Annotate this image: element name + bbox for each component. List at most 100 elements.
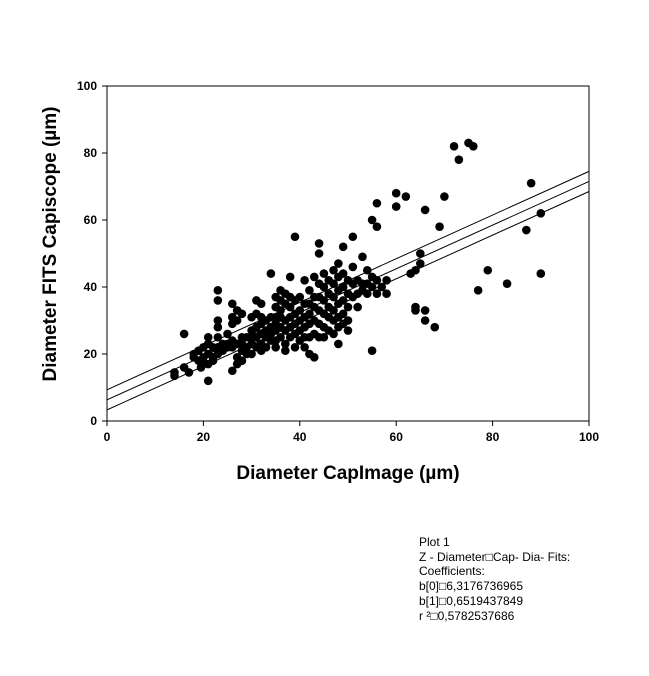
data-point bbox=[247, 349, 256, 359]
x-tick-label: 100 bbox=[579, 430, 599, 444]
data-point bbox=[228, 299, 237, 309]
data-point bbox=[367, 346, 377, 355]
data-point bbox=[300, 343, 309, 352]
stats-line-coefficients: Coefficients: bbox=[419, 564, 485, 579]
data-point bbox=[411, 306, 420, 315]
data-point bbox=[232, 316, 242, 325]
data-point bbox=[256, 299, 266, 309]
y-tick-label: 20 bbox=[84, 347, 98, 361]
data-point bbox=[271, 343, 281, 352]
data-point bbox=[338, 309, 348, 319]
data-point bbox=[295, 306, 305, 315]
data-point bbox=[362, 289, 372, 299]
y-axis-title: Diameter FITS Capiscope (µm) bbox=[40, 107, 61, 382]
data-point bbox=[343, 316, 353, 325]
data-point bbox=[420, 306, 430, 315]
x-axis-title: Diameter CapImage (µm) bbox=[236, 463, 459, 484]
x-axis-ticks: 0 20 40 60 80 100 bbox=[104, 421, 599, 444]
data-point bbox=[285, 302, 295, 312]
data-point bbox=[309, 272, 319, 282]
data-point bbox=[382, 289, 391, 299]
y-tick-label: 100 bbox=[77, 79, 97, 93]
y-tick-label: 60 bbox=[84, 213, 98, 227]
data-point bbox=[391, 188, 401, 198]
data-point bbox=[449, 142, 459, 151]
data-point bbox=[290, 232, 300, 242]
stats-line-equation: Z - Diameter□Cap- Dia- Fits: bbox=[419, 549, 571, 564]
data-point bbox=[358, 252, 367, 262]
plot-area bbox=[106, 85, 590, 422]
data-point bbox=[266, 269, 276, 278]
data-point bbox=[290, 343, 300, 352]
data-point bbox=[305, 286, 314, 295]
data-point bbox=[372, 276, 382, 285]
x-tick-label: 0 bbox=[104, 430, 111, 444]
data-point bbox=[237, 356, 247, 366]
data-point bbox=[401, 192, 411, 201]
data-point bbox=[367, 282, 377, 292]
data-point bbox=[228, 366, 237, 376]
data-point bbox=[377, 282, 387, 292]
data-point bbox=[213, 322, 223, 332]
data-point bbox=[319, 282, 329, 292]
stats-line-r2: r ²□0,5782537686 bbox=[419, 608, 515, 623]
data-point bbox=[309, 353, 319, 362]
data-point bbox=[223, 329, 232, 339]
data-point bbox=[411, 265, 420, 275]
data-point bbox=[237, 309, 247, 319]
data-point bbox=[372, 198, 382, 208]
data-point bbox=[502, 279, 512, 288]
y-tick-label: 80 bbox=[84, 146, 98, 160]
stats-line-plot: Plot 1 bbox=[419, 535, 450, 549]
data-point bbox=[208, 356, 218, 366]
data-point bbox=[276, 332, 285, 342]
data-point bbox=[416, 259, 425, 268]
data-point bbox=[203, 376, 213, 386]
data-point bbox=[329, 292, 338, 302]
data-point bbox=[319, 296, 329, 305]
data-point bbox=[435, 222, 444, 231]
data-point bbox=[382, 276, 391, 285]
data-point bbox=[338, 269, 348, 278]
data-point bbox=[319, 332, 329, 342]
data-point bbox=[416, 249, 425, 258]
data-point bbox=[391, 202, 401, 211]
data-point bbox=[338, 296, 348, 305]
y-axis-ticks: 0 20 40 60 80 100 bbox=[77, 79, 107, 428]
data-point bbox=[526, 178, 536, 188]
data-point bbox=[372, 289, 382, 299]
data-point bbox=[372, 222, 382, 231]
data-point bbox=[300, 276, 309, 285]
data-point bbox=[334, 339, 343, 349]
data-point bbox=[213, 332, 223, 342]
data-point bbox=[420, 316, 430, 325]
data-point bbox=[338, 242, 348, 252]
x-tick-label: 20 bbox=[197, 430, 211, 444]
x-tick-label: 80 bbox=[486, 430, 500, 444]
data-point bbox=[343, 302, 353, 312]
x-tick-label: 40 bbox=[293, 430, 307, 444]
data-point bbox=[469, 142, 478, 151]
data-point bbox=[184, 368, 194, 377]
data-point bbox=[536, 269, 546, 278]
regression-stats-note: Plot 1 Z - Diameter□Cap- Dia- Fits: Coef… bbox=[419, 535, 570, 623]
data-point bbox=[329, 329, 338, 339]
data-point bbox=[203, 332, 213, 342]
data-point bbox=[343, 326, 353, 335]
data-point bbox=[314, 249, 324, 258]
data-point bbox=[483, 265, 493, 275]
data-point bbox=[440, 192, 449, 201]
data-point bbox=[362, 265, 372, 275]
data-points bbox=[170, 138, 546, 386]
stats-line-b0: b[0]□6,3176736965 bbox=[419, 579, 524, 594]
data-point bbox=[213, 286, 223, 295]
data-point bbox=[319, 269, 329, 278]
data-point bbox=[295, 292, 305, 302]
data-point bbox=[338, 282, 348, 292]
data-point bbox=[281, 339, 290, 349]
data-point bbox=[367, 215, 377, 225]
data-point bbox=[454, 155, 464, 164]
y-tick-label: 0 bbox=[90, 414, 97, 428]
data-point bbox=[305, 309, 314, 319]
